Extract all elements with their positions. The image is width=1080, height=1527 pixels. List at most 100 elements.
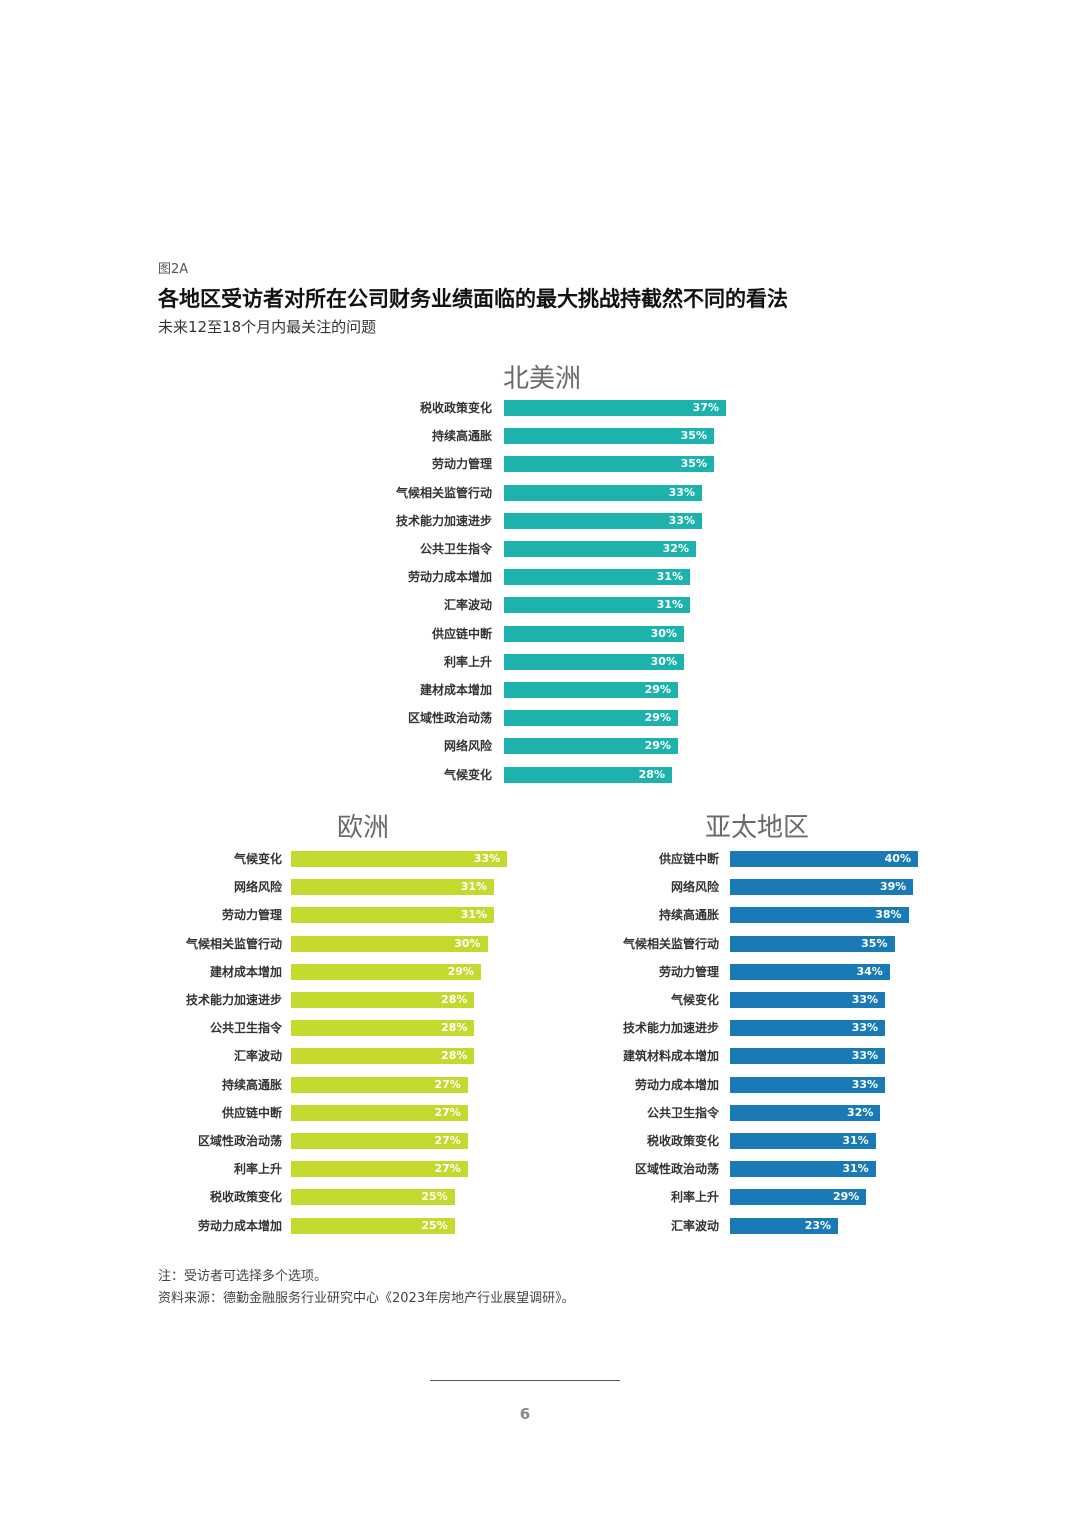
bar-row-europe: 气候变化 33% <box>0 851 517 867</box>
value-label: 28% <box>638 767 665 781</box>
value-label: 30% <box>650 654 677 668</box>
value-label: 29% <box>832 1190 860 1204</box>
value-label: 23% <box>804 1218 832 1232</box>
category-label: 持续高通胀 <box>431 429 492 444</box>
bar: 32% <box>504 541 696 557</box>
bar: 31% <box>291 879 495 896</box>
category-label: 劳动力管理 <box>658 964 719 979</box>
category-label: 汇率波动 <box>233 1049 282 1064</box>
value-label: 33% <box>851 1021 879 1035</box>
bar-row-asia-pacific: 建筑材料成本增加 33% <box>520 1048 895 1065</box>
bar: 34% <box>730 963 890 980</box>
value-label: 25% <box>421 1190 448 1204</box>
category-label: 公共卫生指令 <box>646 1105 719 1120</box>
bar: 28% <box>291 1020 475 1037</box>
value-label: 31% <box>842 1134 869 1147</box>
category-label: 汇率波动 <box>443 598 492 613</box>
value-label: 28% <box>441 1049 468 1063</box>
bar: 27% <box>291 1133 468 1149</box>
bar-row-north-america: 劳动力成本增加 31% <box>158 569 700 586</box>
category-label: 劳动力成本增加 <box>407 570 492 585</box>
bar: 23% <box>730 1217 839 1234</box>
bar: 33% <box>504 484 702 501</box>
value-label: 29% <box>644 711 671 725</box>
bar: 33% <box>730 1020 886 1037</box>
bar: 38% <box>730 907 909 924</box>
bar-row-asia-pacific: 劳动力管理 34% <box>520 963 900 980</box>
category-label: 供应链中断 <box>221 1105 282 1120</box>
bar-row-europe: 汇率波动 28% <box>0 1048 484 1065</box>
value-label: 29% <box>644 739 671 753</box>
category-label: 气候变化 <box>443 767 492 782</box>
bar: 30% <box>291 935 488 952</box>
bar-row-asia-pacific: 网络风险 39% <box>520 879 923 896</box>
value-label: 33% <box>668 513 695 527</box>
bar: 27% <box>291 1104 468 1121</box>
bar-row-europe: 区域性政治动荡 27% <box>0 1133 478 1149</box>
bar-row-europe: 劳动力成本增加 25% <box>0 1217 465 1234</box>
bar-row-north-america: 持续高通胀 35% <box>158 428 724 445</box>
bar-row-north-america: 劳动力管理 35% <box>158 456 724 473</box>
bar: 33% <box>504 512 702 529</box>
value-label: 33% <box>851 1049 879 1063</box>
value-label: 29% <box>447 964 474 978</box>
bar-row-asia-pacific: 技术能力加速进步 33% <box>520 1020 895 1037</box>
page-number: 6 <box>519 1405 531 1423</box>
bar-row-north-america: 公共卫生指令 32% <box>158 541 706 557</box>
bar-row-europe: 建材成本增加 29% <box>0 963 491 980</box>
bar-row-asia-pacific: 利率上升 29% <box>520 1189 876 1206</box>
category-label: 劳动力成本增加 <box>197 1218 282 1233</box>
category-label: 区域性政治动荡 <box>407 711 492 726</box>
category-label: 持续高通胀 <box>221 1077 282 1092</box>
value-label: 30% <box>454 936 481 950</box>
footer-divider <box>430 1380 620 1381</box>
value-label: 34% <box>856 964 883 978</box>
category-label: 技术能力加速进步 <box>185 993 282 1007</box>
bar: 33% <box>730 1048 886 1065</box>
bar-row-north-america: 网络风险 29% <box>158 738 688 755</box>
chart-title: 各地区受访者对所在公司财务业绩面临的最大挑战持截然不同的看法 <box>158 287 788 311</box>
bar-row-north-america: 气候相关监管行动 33% <box>158 484 712 501</box>
category-label: 税收政策变化 <box>209 1190 282 1205</box>
bar: 33% <box>730 992 886 1008</box>
bar-row-europe: 供应链中断 27% <box>0 1104 478 1121</box>
value-label: 33% <box>851 1077 879 1091</box>
bar: 33% <box>291 851 508 867</box>
bar-row-asia-pacific: 公共卫生指令 32% <box>520 1104 890 1121</box>
bar: 29% <box>730 1189 867 1206</box>
bar: 31% <box>291 907 495 924</box>
bar-row-europe: 劳动力管理 31% <box>0 907 504 924</box>
bar: 29% <box>504 710 678 727</box>
category-label: 税收政策变化 <box>419 401 492 415</box>
value-label: 31% <box>842 1162 869 1176</box>
bar-row-asia-pacific: 供应链中断 40% <box>520 851 928 867</box>
bar-row-asia-pacific: 持续高通胀 38% <box>520 907 919 924</box>
bar: 28% <box>504 766 672 783</box>
bar-row-north-america: 利率上升 30% <box>158 653 694 670</box>
bar-row-europe: 气候相关监管行动 30% <box>0 935 498 952</box>
value-label: 37% <box>692 401 719 414</box>
category-label: 劳动力管理 <box>221 908 282 923</box>
bar: 28% <box>291 992 475 1008</box>
bar-row-north-america: 建材成本增加 29% <box>158 682 688 698</box>
value-label: 32% <box>847 1105 874 1119</box>
bar-row-asia-pacific: 税收政策变化 31% <box>520 1133 886 1149</box>
category-label: 气候相关监管行动 <box>622 936 719 951</box>
category-label: 气候变化 <box>670 993 719 1007</box>
value-label: 32% <box>662 542 689 555</box>
bar: 31% <box>504 597 690 614</box>
category-label: 技术能力加速进步 <box>395 513 492 528</box>
region-title-north-america: 北美洲 <box>503 364 582 394</box>
bar-row-europe: 网络风险 31% <box>0 879 504 896</box>
bar-row-asia-pacific: 劳动力成本增加 33% <box>520 1076 895 1093</box>
value-label: 33% <box>473 852 501 865</box>
bar: 29% <box>504 738 678 755</box>
bar: 27% <box>291 1076 468 1093</box>
value-label: 31% <box>460 880 488 894</box>
bar-row-north-america: 气候变化 28% <box>158 766 682 783</box>
category-label: 劳动力成本增加 <box>634 1077 719 1092</box>
chart-subtitle: 未来12至18个月内最关注的问题 <box>158 318 377 336</box>
category-label: 利率上升 <box>443 654 492 669</box>
value-label: 28% <box>441 1021 468 1035</box>
value-label: 27% <box>434 1162 461 1176</box>
